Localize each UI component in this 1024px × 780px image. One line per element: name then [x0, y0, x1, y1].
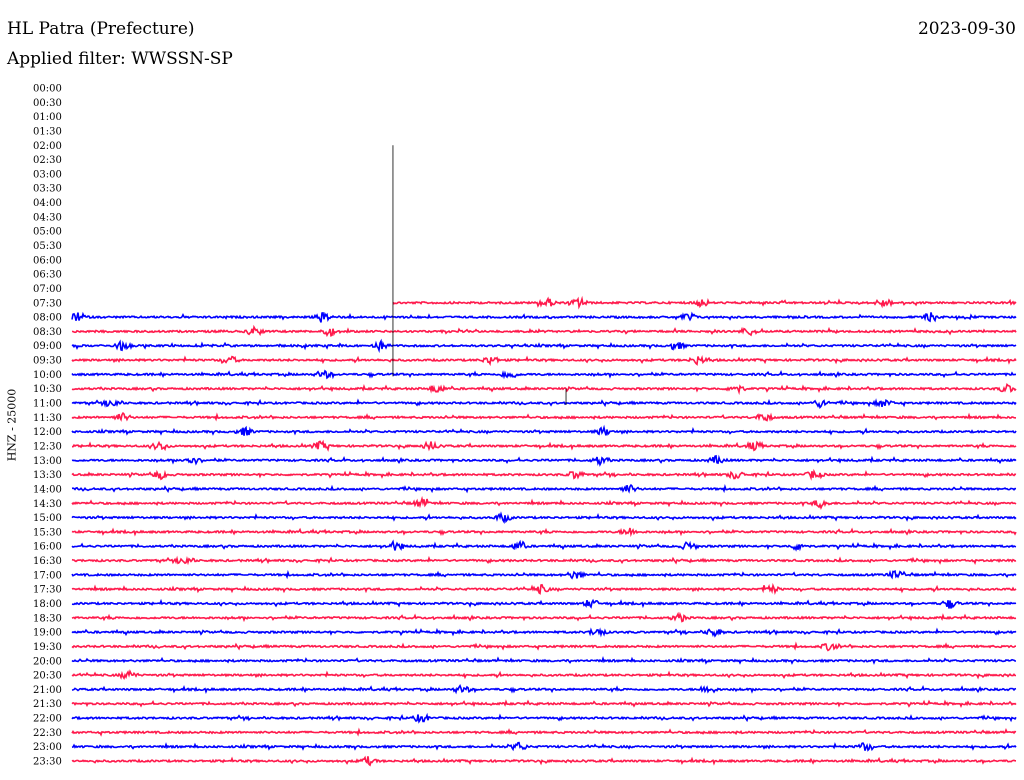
station-title: HL Patra (Prefecture) [7, 19, 195, 39]
trace-13:00 [71, 454, 1017, 467]
filter-label: Applied filter: WWSSN-SP [7, 49, 233, 69]
row-time-label: 00:30 [33, 98, 62, 109]
row-time-label: 07:00 [33, 284, 62, 295]
row-time-label: 18:00 [33, 599, 62, 610]
row-time-label: 16:00 [33, 542, 62, 553]
trace-14:00 [71, 483, 1017, 494]
trace-16:30 [71, 555, 1017, 566]
trace-08:30 [71, 324, 1017, 338]
trace-09:00 [71, 338, 1017, 354]
trace-15:30 [71, 527, 1017, 538]
trace-19:00 [71, 627, 1017, 638]
trace-14:30 [71, 495, 1017, 511]
row-time-label: 09:30 [33, 356, 62, 367]
row-time-label: 04:30 [33, 212, 62, 223]
row-time-label: 14:30 [33, 499, 62, 510]
row-time-label: 14:00 [33, 484, 62, 495]
row-time-label: 08:00 [33, 313, 62, 324]
row-time-label: 15:30 [33, 527, 62, 538]
trace-18:00 [71, 598, 1017, 609]
trace-09:30 [71, 355, 1017, 367]
row-time-label: 05:30 [33, 241, 62, 252]
row-time-label: 12:00 [33, 427, 62, 438]
row-time-label: 15:00 [33, 513, 62, 524]
row-time-label: 03:30 [33, 184, 62, 195]
row-time-label: 22:00 [33, 714, 62, 725]
row-time-label: 11:00 [33, 399, 62, 410]
trace-08:00 [71, 311, 1017, 323]
trace-16:00 [71, 539, 1017, 552]
trace-13:30 [71, 468, 1017, 481]
row-time-label: 23:00 [33, 742, 62, 753]
trace-11:00 [71, 398, 1017, 410]
row-time-label: 16:30 [33, 556, 62, 567]
row-time-label: 04:00 [33, 198, 62, 209]
row-time-label: 20:00 [33, 656, 62, 667]
row-time-label: 02:00 [33, 141, 62, 152]
trace-21:00 [71, 683, 1017, 695]
row-time-label: 13:00 [33, 456, 62, 467]
row-time-label: 03:00 [33, 169, 62, 180]
row-time-label: 17:30 [33, 585, 62, 596]
trace-20:30 [71, 669, 1016, 681]
row-time-label: 19:30 [33, 642, 62, 653]
trace-15:00 [71, 511, 1017, 524]
trace-21:30 [71, 699, 1017, 709]
row-time-label: 08:30 [33, 327, 62, 338]
row-time-label: 11:30 [33, 413, 62, 424]
row-time-label: 13:30 [33, 470, 62, 481]
trace-07:30 [392, 295, 1017, 310]
trace-23:30 [71, 755, 1016, 767]
trace-23:00 [71, 741, 1017, 752]
trace-17:00 [71, 569, 1017, 580]
row-time-label: 07:30 [33, 298, 62, 309]
row-time-label: 06:30 [33, 270, 62, 281]
trace-22:30 [71, 727, 1017, 737]
row-time-label: 18:30 [33, 613, 62, 624]
row-time-label: 01:30 [33, 126, 62, 137]
trace-20:00 [71, 656, 1016, 665]
trace-18:30 [71, 611, 1017, 623]
row-time-label: 01:00 [33, 112, 62, 123]
row-time-label: 20:30 [33, 671, 62, 682]
trace-10:00 [71, 369, 1016, 380]
trace-22:00 [71, 712, 1017, 724]
date-label: 2023-09-30 [917, 19, 1016, 39]
trace-19:30 [71, 641, 1016, 652]
row-time-label: 23:30 [33, 757, 62, 768]
trace-17:30 [71, 582, 1017, 595]
trace-10:30 [71, 382, 1017, 396]
trace-12:00 [71, 424, 1017, 436]
row-time-label: 19:00 [33, 628, 62, 639]
row-time-label: 21:00 [33, 685, 62, 696]
trace-12:30 [72, 439, 1017, 452]
trace-11:30 [71, 411, 1017, 422]
row-time-label: 10:00 [33, 370, 62, 381]
row-time-label: 05:00 [33, 227, 62, 238]
row-time-label: 00:00 [33, 84, 62, 95]
row-time-label: 09:00 [33, 341, 62, 352]
row-time-label: 02:30 [33, 155, 62, 166]
row-time-label: 22:30 [33, 728, 62, 739]
row-time-label: 21:30 [33, 699, 62, 710]
row-time-label: 06:00 [33, 255, 62, 266]
row-time-label: 17:00 [33, 570, 62, 581]
row-time-label: 12:30 [33, 441, 62, 452]
row-time-label: 10:30 [33, 384, 62, 395]
